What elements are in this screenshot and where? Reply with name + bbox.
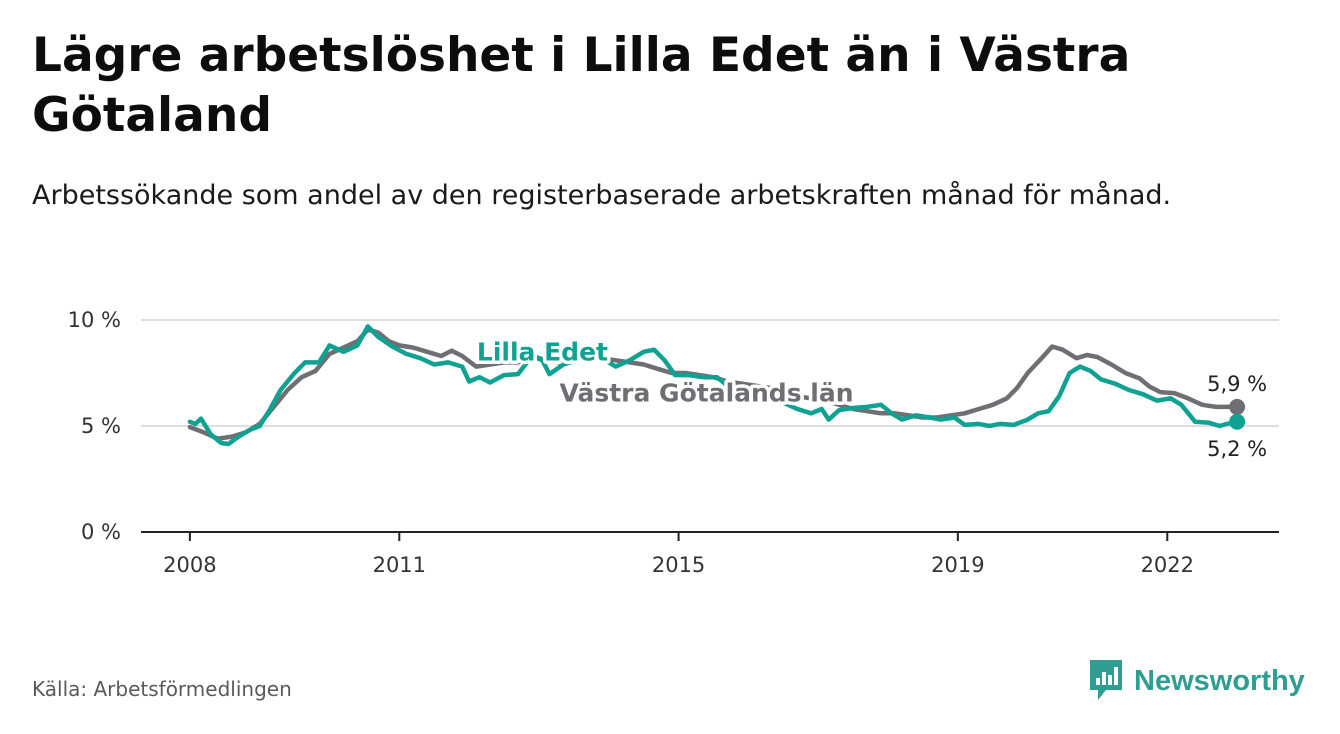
x-tick-label: 2015 — [652, 553, 705, 577]
y-tick-label: 10 % — [68, 308, 121, 332]
x-tick-label: 2011 — [373, 553, 426, 577]
end-point-lilla-edet — [1229, 413, 1246, 430]
source-note: Källa: Arbetsförmedlingen — [32, 677, 292, 701]
end-value-lilla-edet: 5,2 % — [1207, 437, 1267, 461]
series-label-lilla-edet: Lilla Edet — [477, 337, 608, 366]
series-label-vastra-gotaland: Västra Götalands län — [559, 379, 853, 408]
y-tick-label: 0 % — [81, 520, 121, 544]
line-chart: 0 % 5 % 10 % 2008 2011 2015 2019 2022 Västra Göt… — [68, 308, 1279, 577]
brand-logo[interactable]: Newsworthy — [1088, 658, 1305, 704]
x-tick-label: 2019 — [931, 553, 984, 577]
end-value-vastra-gotaland: 5,9 % — [1207, 372, 1267, 396]
chart-title: Lägre arbetslöshet i Lilla Edet än i Väs… — [32, 28, 1131, 143]
x-tick-label: 2008 — [163, 553, 216, 577]
end-point-vastra-gotaland — [1229, 398, 1246, 415]
brand-name: Newsworthy — [1134, 664, 1305, 697]
newsworthy-logo-icon — [1090, 660, 1122, 700]
x-tick-label: 2022 — [1141, 553, 1194, 577]
chart-subtitle: Arbetssökande som andel av den registerb… — [32, 180, 1172, 211]
series-line-1 — [187, 324, 1240, 447]
y-tick-label: 5 % — [81, 414, 121, 438]
